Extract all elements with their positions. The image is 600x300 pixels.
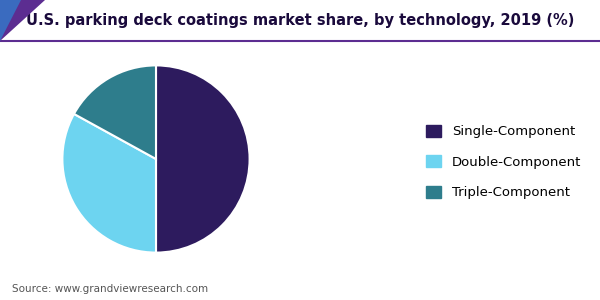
- Text: Source: www.grandviewresearch.com: Source: www.grandviewresearch.com: [12, 284, 208, 294]
- Wedge shape: [74, 65, 156, 159]
- Legend: Single-Component, Double-Component, Triple-Component: Single-Component, Double-Component, Trip…: [425, 125, 581, 199]
- Wedge shape: [62, 114, 156, 253]
- Wedge shape: [156, 65, 250, 253]
- Text: U.S. parking deck coatings market share, by technology, 2019 (%): U.S. parking deck coatings market share,…: [26, 14, 574, 28]
